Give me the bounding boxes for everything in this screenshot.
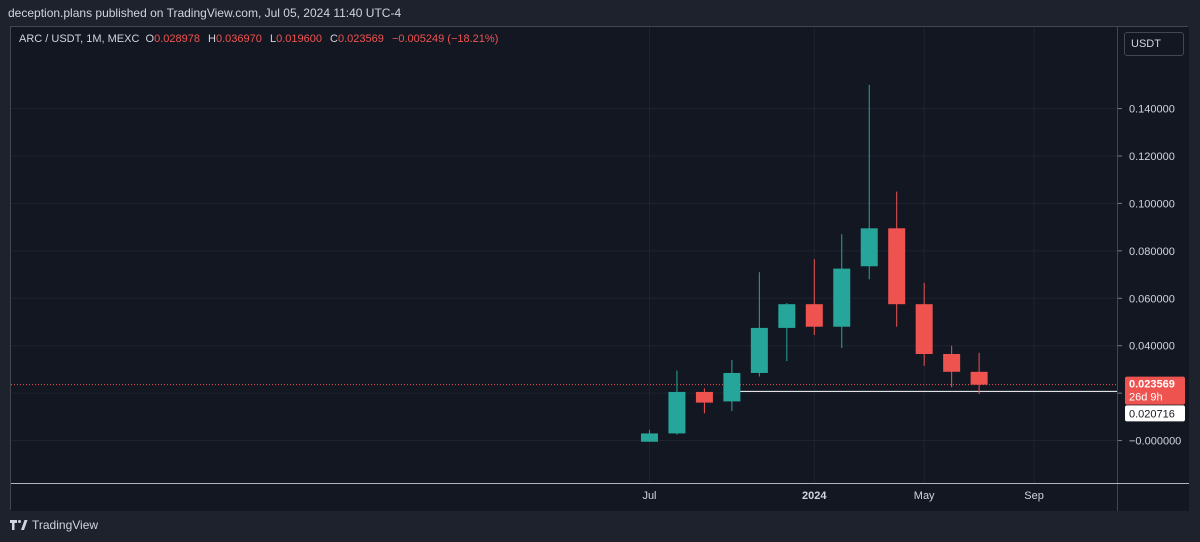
y-tick-label: 0.080000: [1129, 246, 1175, 258]
candle-body[interactable]: [888, 228, 906, 305]
candle-body[interactable]: [833, 268, 851, 327]
candle-body[interactable]: [640, 433, 658, 442]
candle-body[interactable]: [750, 327, 768, 373]
candle-body[interactable]: [860, 228, 878, 267]
level-badge: [1125, 405, 1185, 422]
candle-body[interactable]: [668, 391, 686, 434]
x-tick-label: Sep: [1024, 490, 1044, 502]
ohlc-legend: ARC / USDT, 1M, MEXC O0.028978 H0.036970…: [19, 33, 503, 45]
candle-body[interactable]: [943, 353, 961, 372]
y-tick-label: 0.120000: [1129, 151, 1175, 163]
price-chart[interactable]: −0.0000000.0200000.0400000.0600000.08000…: [11, 27, 1189, 511]
chart-frame: −0.0000000.0200000.0400000.0600000.08000…: [10, 26, 1189, 511]
close-label: C: [330, 33, 338, 45]
close-value: 0.023569: [337, 33, 384, 45]
open-value: 0.028978: [154, 33, 200, 45]
y-tick-label: 0.040000: [1129, 341, 1175, 353]
footer: TradingView: [10, 518, 98, 532]
y-tick-label: 0.060000: [1129, 293, 1175, 305]
candle-body[interactable]: [805, 304, 823, 327]
publisher-header: deception.plans published on TradingView…: [8, 6, 402, 20]
y-tick-label: 0.140000: [1129, 104, 1175, 116]
tradingview-logo-icon[interactable]: [10, 519, 28, 531]
bar-countdown-label: 26d 9h: [1129, 392, 1163, 404]
candle-body[interactable]: [723, 372, 741, 402]
level-label: 0.020716: [1129, 408, 1175, 420]
low-label: L: [269, 33, 277, 45]
chart-background: [11, 27, 1189, 511]
current-price-badge: [1125, 376, 1185, 405]
footer-brand[interactable]: TradingView: [32, 518, 99, 532]
current-price-label: 0.023569: [1129, 379, 1175, 391]
candle-body[interactable]: [915, 304, 933, 354]
change-value: −0.005249 (−18.21%): [391, 33, 499, 45]
x-tick-label: May: [914, 490, 935, 502]
x-tick-label: 2024: [802, 490, 827, 502]
high-value: 0.036970: [216, 33, 262, 45]
low-value: 0.019600: [276, 33, 322, 45]
open-label: O: [145, 33, 155, 45]
candle-body[interactable]: [695, 391, 713, 403]
y-tick-label: −0.000000: [1129, 436, 1181, 448]
symbol-label[interactable]: ARC / USDT, 1M, MEXC: [19, 33, 140, 45]
x-tick-label: Jul: [642, 490, 656, 502]
y-tick-label: 0.100000: [1129, 198, 1175, 210]
candle-body[interactable]: [778, 304, 796, 328]
currency-button[interactable]: USDT: [1124, 32, 1184, 56]
candle-body[interactable]: [970, 371, 988, 385]
high-label: H: [208, 33, 216, 45]
